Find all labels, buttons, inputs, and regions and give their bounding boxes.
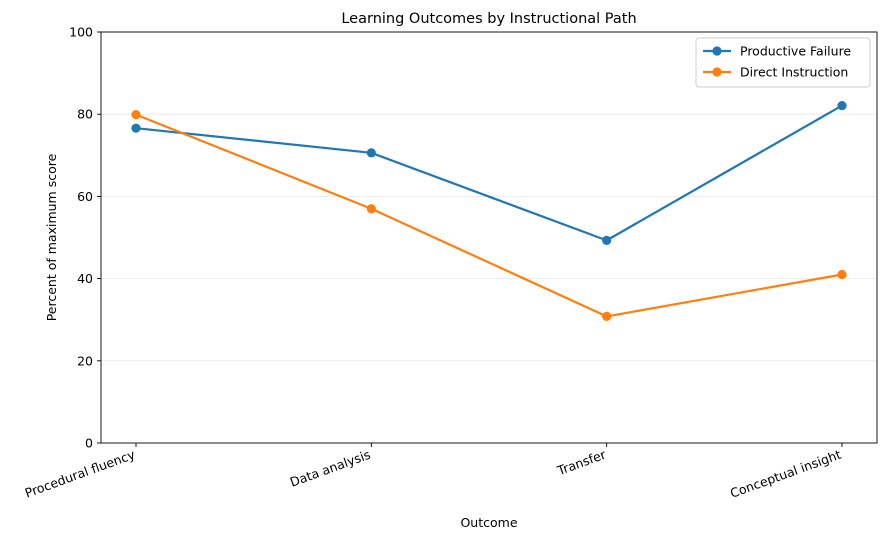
x-axis-label: Outcome	[460, 515, 517, 530]
axes: 0 20 40 60 80 100 Procedural fluency Data analy…	[23, 25, 843, 501]
legend-item: Productive Failure	[703, 44, 851, 59]
x-tick-label: Transfer	[554, 446, 608, 478]
x-tick-label: Conceptual insight	[728, 447, 843, 501]
series-layer	[131, 100, 847, 322]
data-point	[366, 148, 376, 158]
legend: Productive Failure Direct Instruction	[695, 37, 871, 88]
legend-box	[695, 37, 871, 88]
x-tick-label: Data analysis	[288, 447, 372, 490]
legend-marker	[712, 46, 722, 56]
y-tick-label: 40	[77, 271, 93, 286]
legend-label: Productive Failure	[740, 44, 851, 59]
legend-label: Direct Instruction	[740, 65, 848, 80]
data-point	[602, 311, 612, 322]
y-tick-label: 0	[85, 436, 93, 451]
series-line	[135, 113, 843, 318]
series-direct-instruction	[131, 110, 847, 322]
data-point	[602, 235, 612, 245]
y-tick-label: 20	[77, 353, 93, 368]
data-point	[131, 110, 141, 120]
y-tick-label: 100	[69, 25, 93, 40]
series-productive-failure	[131, 100, 847, 245]
y-tick-label: 80	[77, 107, 93, 122]
series-line	[135, 104, 843, 242]
data-point	[837, 100, 847, 111]
y-axis-label: Percent of maximum score	[44, 153, 59, 321]
chart-title: Learning Outcomes by Instructional Path	[341, 11, 636, 27]
y-tick-label: 60	[77, 189, 93, 204]
x-tick-label: Procedural fluency	[23, 447, 138, 501]
data-point	[366, 204, 376, 214]
plot-frame	[100, 31, 878, 444]
legend-item: Direct Instruction	[703, 65, 848, 80]
legend-marker	[712, 67, 722, 77]
data-point	[131, 123, 141, 133]
data-point	[837, 269, 847, 280]
